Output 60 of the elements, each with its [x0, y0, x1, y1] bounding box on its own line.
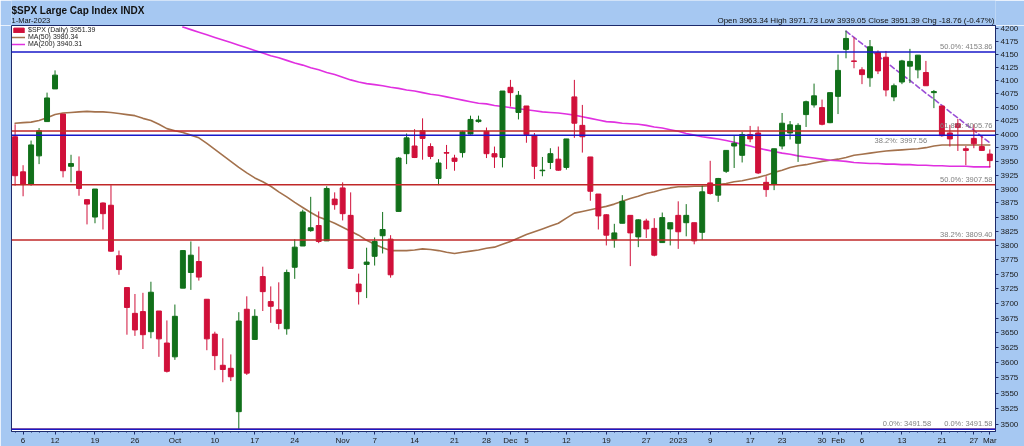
y-tick-label: 3850: [1000, 212, 1019, 222]
y-tick-label: 4050: [1000, 102, 1019, 112]
x-tick-label: Feb: [831, 435, 846, 445]
y-tick-label: 4125: [1000, 62, 1019, 72]
x-tick-label: 10: [210, 435, 220, 445]
y-tick-label: 3575: [1000, 373, 1019, 383]
x-tick-label: 14: [410, 435, 420, 445]
x-tick-label: 7: [372, 435, 378, 445]
y-tick-label: 3925: [1000, 170, 1019, 180]
x-tick-label: 12: [561, 435, 572, 445]
y-tick-label: 3825: [1000, 226, 1019, 236]
x-tick-label: 19: [90, 435, 100, 445]
text: Open 3963.34 High 3971.73 Low 3939.05 Close 3951.39 Chg -18.76 (-0.47%): [717, 16, 995, 25]
x-tick-label: 21: [937, 435, 947, 445]
y-tick-label: 3625: [1000, 343, 1019, 353]
y-tick-label: 3525: [1000, 404, 1019, 414]
y-tick-label: 3975: [1000, 143, 1019, 153]
y-tick-label: 3900: [1000, 184, 1019, 194]
x-tick-label: Oct: [168, 435, 182, 445]
x-tick-label: 30: [817, 435, 828, 445]
x-tick-label: 21: [450, 435, 460, 445]
x-tick-label: 27: [969, 435, 979, 445]
x-tick-label: 13: [897, 435, 907, 445]
x-tick-label: 12: [50, 435, 61, 445]
y-tick-label: 3800: [1000, 240, 1019, 250]
x-tick-label: 24: [290, 435, 300, 445]
y-tick-label: 3950: [1000, 156, 1019, 166]
y-tick-label: 4000: [1000, 129, 1019, 139]
x-tick-label: 19: [601, 435, 612, 445]
x-tick-label: 27: [641, 435, 652, 445]
x-tick-label: 26: [130, 435, 140, 445]
y-tick-label: 3675: [1000, 313, 1019, 323]
x-tick-label: 17: [745, 435, 756, 445]
x-tick-label: Nov: [335, 435, 350, 445]
chart-title: $SPX Large Cap Index INDX: [11, 5, 145, 16]
y-tick-label: 3550: [1000, 388, 1019, 398]
y-tick-label: 3500: [1000, 419, 1019, 429]
y-tick-label: 3725: [1000, 284, 1019, 294]
x-tick-label: Mar: [982, 435, 998, 445]
y-tick-label: 4100: [1000, 75, 1019, 85]
y-tick-label: 3700: [1000, 298, 1019, 308]
x-tick-label: 2023: [669, 435, 688, 445]
x-tick-label: 23: [777, 435, 788, 445]
x-tick-label: 9: [707, 435, 713, 445]
x-tick-label: 28: [482, 435, 492, 445]
y-tick-label: 4200: [1000, 23, 1019, 33]
x-tick-label: 17: [250, 435, 260, 445]
y-tick-label: 3600: [1000, 358, 1019, 368]
y-tick-label: 4175: [1000, 36, 1019, 46]
x-tick-label: 6: [859, 435, 865, 445]
y-tick-label: 4075: [1000, 89, 1019, 99]
y-tick-label: 3650: [1000, 328, 1019, 338]
y-tick-label: 3775: [1000, 255, 1019, 265]
y-tick-label: 4150: [1000, 49, 1019, 59]
y-tick-label: 3875: [1000, 198, 1019, 208]
x-tick-label: 5: [524, 435, 530, 445]
y-tick-label: 3750: [1000, 269, 1019, 279]
y-tick-label: 4025: [1000, 116, 1019, 126]
x-tick-label: Dec: [503, 435, 518, 445]
x-tick-label: 6: [20, 435, 26, 445]
